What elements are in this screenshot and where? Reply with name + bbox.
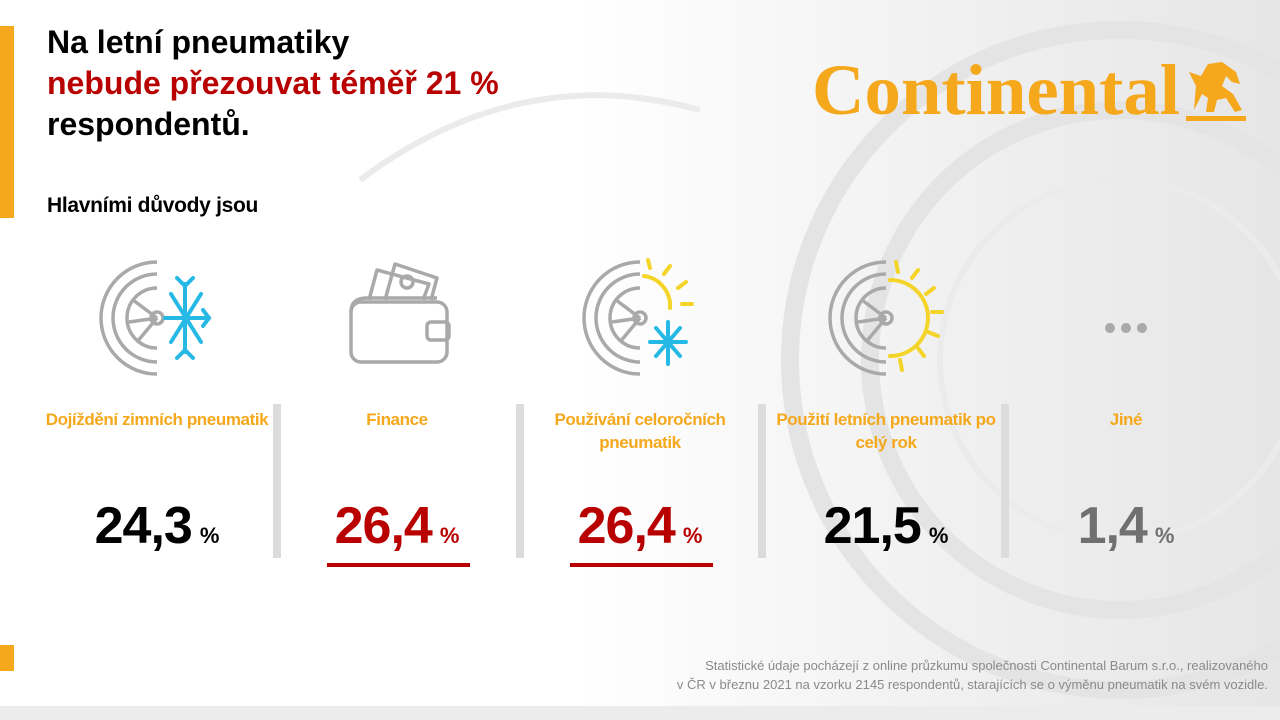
accent-bar-bottom bbox=[0, 645, 14, 671]
reason-label: Použití letních pneumatik po celý rok bbox=[776, 410, 996, 452]
section-subtitle: Hlavními důvody jsou bbox=[47, 194, 259, 217]
highlight-underline bbox=[327, 563, 470, 567]
continental-logo: Continental bbox=[812, 50, 1246, 130]
reason-value: 26,4 bbox=[334, 497, 433, 555]
reason-card-summer-tires-year-round: Použití letních pneumatik po celý rok 21… bbox=[766, 248, 1006, 578]
wallet-icon bbox=[349, 262, 451, 364]
column-divider bbox=[1001, 404, 1009, 558]
column-divider bbox=[273, 404, 281, 558]
reason-value: 24,3 bbox=[94, 497, 193, 555]
reason-label: Dojíždění zimních pneumatik bbox=[45, 410, 269, 429]
tire-sun-snowflake-icon bbox=[582, 258, 694, 376]
percent-unit: % bbox=[682, 523, 703, 548]
tire-snowflake-icon bbox=[99, 260, 212, 376]
reason-value-group: 21,5% bbox=[766, 496, 1006, 556]
reason-value-group: 26,4% bbox=[520, 496, 760, 556]
reason-label: Finance bbox=[366, 410, 428, 429]
reason-value-group: 24,3% bbox=[37, 496, 277, 556]
percent-unit: % bbox=[1154, 523, 1175, 548]
reason-value: 1,4 bbox=[1077, 497, 1148, 555]
reason-value: 26,4 bbox=[577, 497, 676, 555]
column-divider bbox=[516, 404, 524, 558]
tire-sun-icon bbox=[828, 260, 944, 376]
title-line-2: nebude přezouvat téměř 21 % bbox=[47, 65, 499, 101]
reason-value: 21,5 bbox=[823, 497, 922, 555]
footnote-line-1: Statistické údaje pocházejí z online prů… bbox=[705, 658, 1268, 673]
horse-icon bbox=[1189, 62, 1242, 112]
source-footnote: Statistické údaje pocházejí z online prů… bbox=[508, 656, 1268, 694]
reason-card-winter-tires: Dojíždění zimních pneumatik 24,3% bbox=[37, 248, 277, 578]
percent-unit: % bbox=[439, 523, 460, 548]
title-line-1: Na letní pneumatiky bbox=[47, 24, 350, 60]
percent-unit: % bbox=[199, 523, 220, 548]
reason-label: Používání celoročních pneumatik bbox=[554, 410, 726, 452]
percent-unit: % bbox=[928, 523, 949, 548]
reason-card-finance: Finance 26,4% bbox=[277, 248, 517, 578]
title-line-3: respondentů. bbox=[47, 106, 250, 142]
accent-bar-top bbox=[0, 26, 14, 218]
reason-value-group: 1,4% bbox=[1006, 496, 1246, 556]
highlight-underline bbox=[570, 563, 713, 567]
reason-card-other: Jiné 1,4% bbox=[1006, 248, 1246, 578]
reason-card-all-season-tires: Používání celoročních pneumatik 26,4% bbox=[520, 248, 760, 578]
ellipsis-icon bbox=[1105, 323, 1147, 333]
svg-text:Continental: Continental bbox=[812, 50, 1180, 130]
reason-label: Jiné bbox=[1109, 410, 1143, 429]
page-title: Na letní pneumatiky nebude přezouvat tém… bbox=[47, 22, 499, 145]
column-divider bbox=[758, 404, 766, 558]
reason-value-group: 26,4% bbox=[277, 496, 517, 556]
footnote-line-2: v ČR v březnu 2021 na vzorku 2145 respon… bbox=[676, 677, 1268, 692]
bottom-strip bbox=[0, 706, 1280, 720]
